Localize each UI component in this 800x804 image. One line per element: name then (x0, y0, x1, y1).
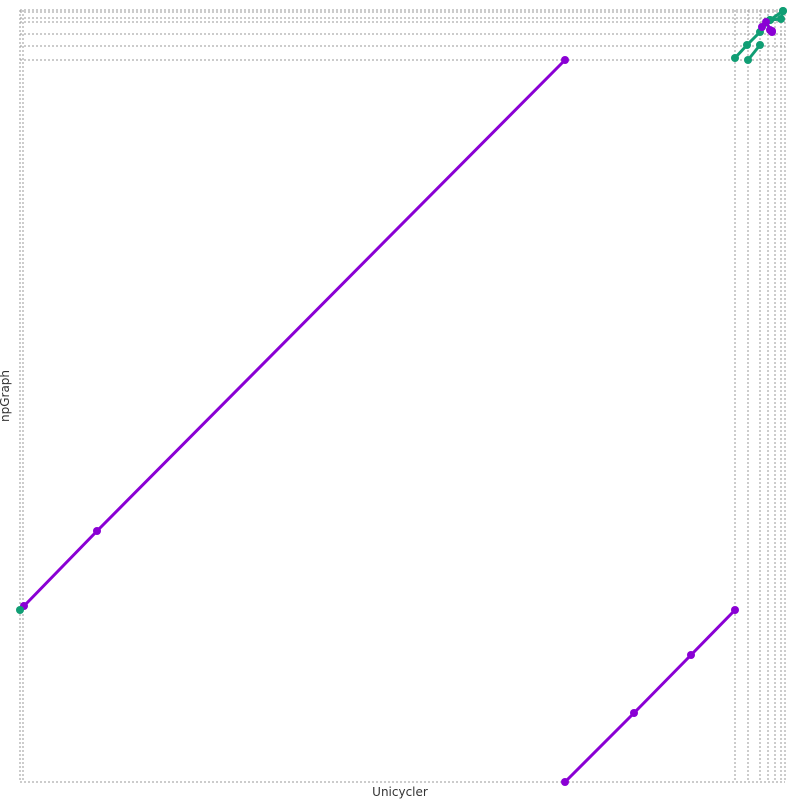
alignment-point (561, 778, 569, 786)
alignment-point (743, 41, 751, 49)
alignment-line (563, 608, 737, 784)
alignment-point (777, 15, 785, 23)
alignment-point (630, 709, 638, 717)
alignment-point (731, 54, 739, 62)
alignment-line (22, 58, 567, 608)
alignment-point (756, 41, 764, 49)
alignment-point (762, 18, 770, 26)
alignment-point (561, 56, 569, 64)
alignment-point (744, 56, 752, 64)
alignment-point (93, 527, 101, 535)
alignment-point (16, 606, 24, 614)
alignment-point (768, 27, 776, 35)
alignment-point (687, 651, 695, 659)
y-axis-label: npGraph (0, 370, 12, 422)
x-axis-label: Unicycler (372, 785, 428, 799)
alignment-point (731, 606, 739, 614)
alignment-point (779, 7, 787, 15)
